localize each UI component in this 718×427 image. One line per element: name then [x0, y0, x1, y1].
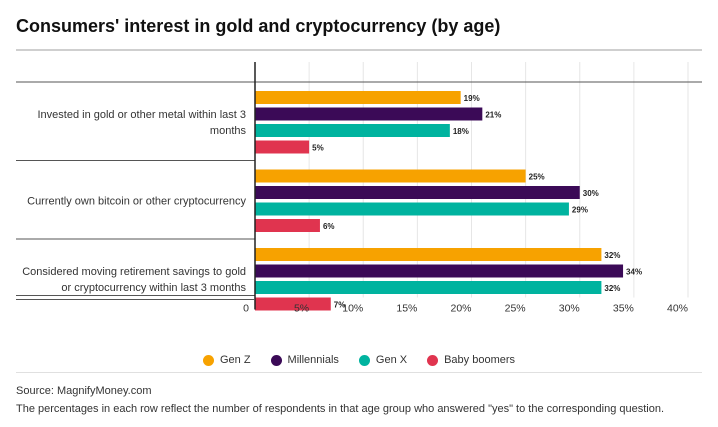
bar: [255, 169, 526, 183]
bar: [255, 124, 450, 137]
bar: [255, 202, 569, 216]
data-label: 7%: [334, 301, 346, 310]
legend-swatch: [202, 354, 214, 366]
legend-label: Gen Z: [219, 354, 251, 366]
legend-item: Millennials: [270, 354, 339, 366]
category-label: Currently own bitcoin or other cryptocur…: [27, 196, 246, 208]
data-label: 18%: [453, 127, 469, 136]
x-tick-label: 10%: [342, 303, 363, 315]
legend-label: Baby boomers: [444, 354, 516, 366]
bar: [255, 264, 624, 278]
legend-item: Baby boomers: [427, 354, 515, 366]
data-label: 29%: [572, 206, 588, 215]
category-label: months: [210, 125, 247, 137]
category-label: or cryptocurrency within last 3 months: [61, 282, 246, 294]
data-label: 6%: [323, 222, 335, 231]
legend-divider: [16, 372, 702, 373]
x-tick-label: 5%: [294, 303, 309, 315]
chart-title: Consumers' interest in gold and cryptocu…: [16, 16, 501, 36]
legend-item: Gen Z: [202, 354, 251, 366]
data-label: 25%: [529, 173, 545, 182]
bar: [255, 219, 320, 232]
bar: [255, 186, 580, 199]
bar: [255, 107, 483, 121]
bar: [255, 91, 461, 104]
bar: [255, 248, 602, 261]
data-label: 5%: [312, 144, 324, 153]
x-tick-label: 35%: [613, 303, 634, 315]
data-label: 32%: [604, 251, 620, 260]
data-label: 19%: [464, 94, 480, 103]
legend-swatch: [358, 354, 370, 366]
x-tick-label: 15%: [396, 303, 417, 315]
x-tick-label: 25%: [505, 303, 526, 315]
data-label: 32%: [604, 284, 620, 293]
chart-legend: Gen Z Millennials Gen X Baby boomers: [0, 354, 718, 366]
bar: [255, 140, 310, 154]
legend-label: Millennials: [287, 354, 339, 366]
bar-chart: 19% 21% 18% 5% Invested in gold or other met…: [16, 62, 702, 315]
title-divider: [16, 49, 702, 51]
legend-item: Gen X: [358, 354, 408, 366]
legend-swatch: [270, 354, 282, 366]
x-tick-label: 30%: [559, 303, 580, 315]
x-tick-label: 20%: [450, 303, 471, 315]
category-label: Invested in gold or other metal within l…: [37, 109, 246, 121]
category-label: Considered moving retirement savings to …: [22, 266, 246, 278]
x-tick-label: 40%: [667, 303, 688, 315]
legend-swatch: [427, 354, 439, 366]
legend-label: Gen X: [375, 354, 408, 366]
data-label: 21%: [485, 111, 501, 120]
footnote: The percentages in each row reflect the …: [16, 403, 665, 415]
x-tick-label: 0: [243, 303, 249, 315]
bar: [255, 281, 602, 294]
source-note: Source: MagnifyMoney.com: [16, 385, 152, 397]
bar: [255, 297, 331, 311]
data-label: 34%: [626, 268, 642, 277]
data-label: 30%: [583, 189, 599, 198]
